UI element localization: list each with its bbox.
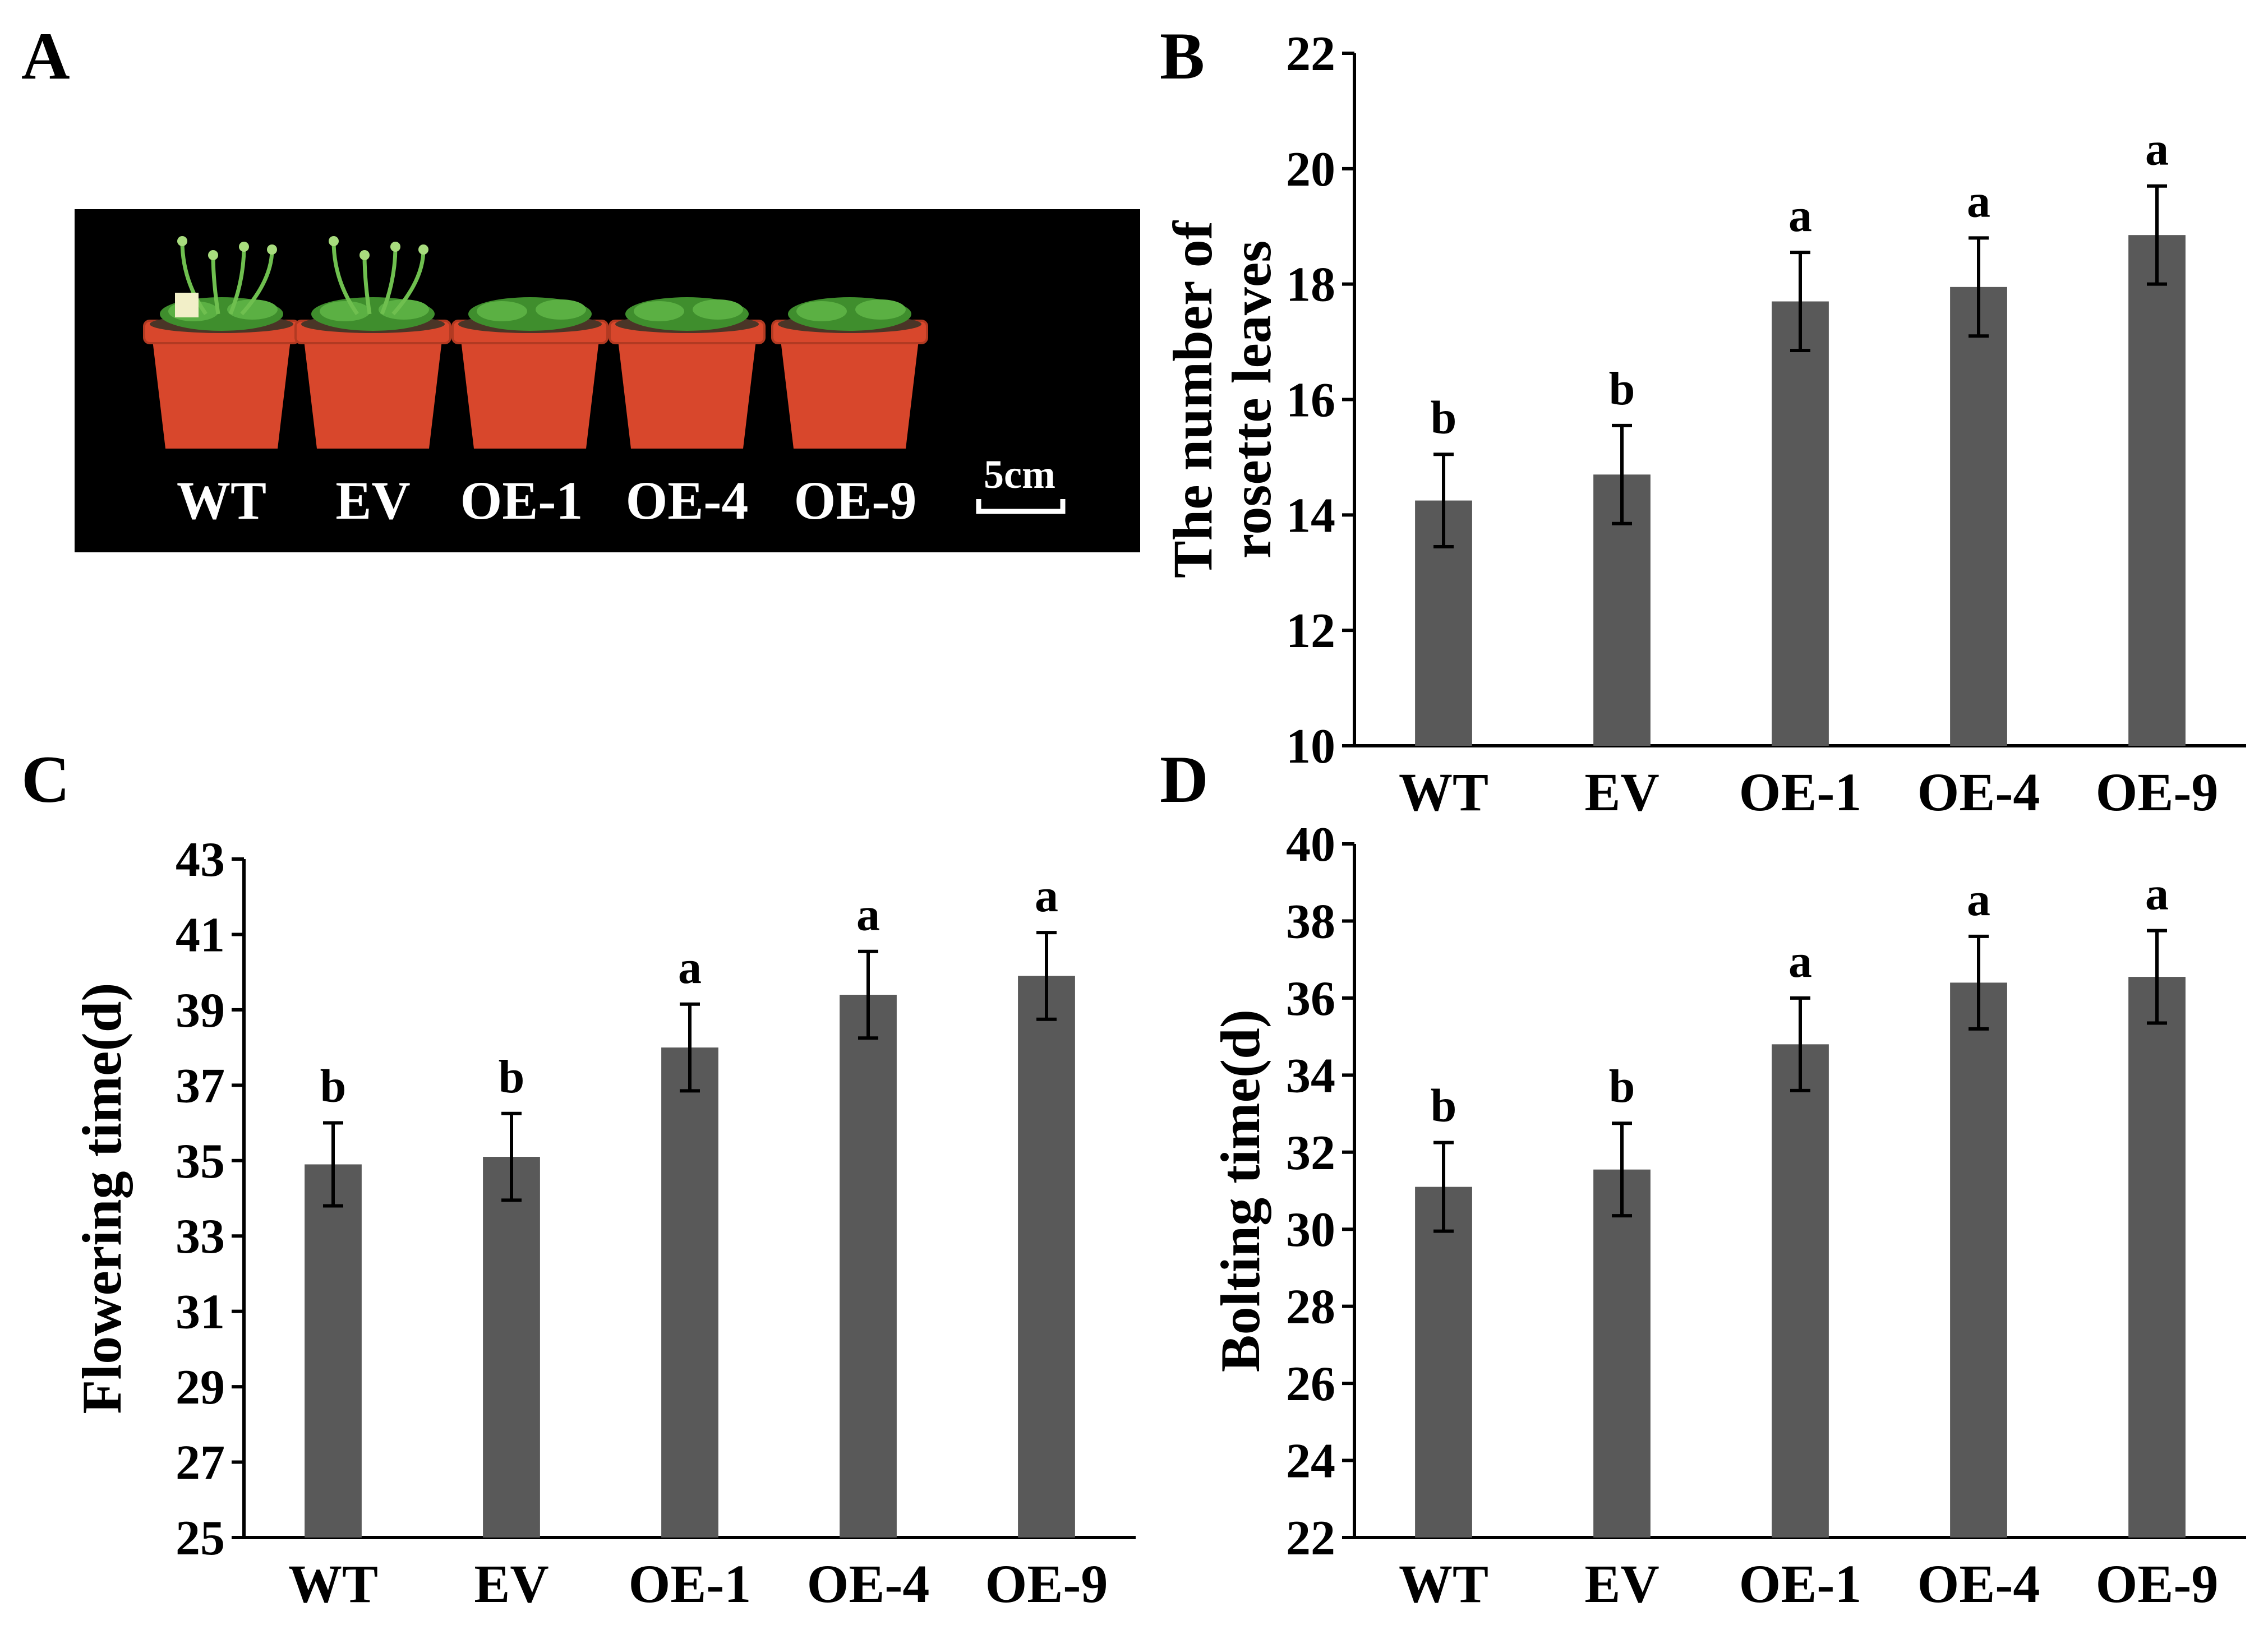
plant-pot bbox=[451, 297, 609, 449]
x-tick-label: OE-1 bbox=[629, 1554, 752, 1614]
panel-label-d: D bbox=[1160, 742, 1209, 816]
bar bbox=[2128, 977, 2186, 1538]
significance-letter: a bbox=[2145, 123, 2169, 176]
y-tick-label: 16 bbox=[1286, 373, 1335, 428]
photo-label-ev: EV bbox=[335, 470, 410, 530]
y-tick-label: 33 bbox=[176, 1210, 225, 1264]
y-tick-label: 18 bbox=[1286, 258, 1335, 312]
significance-letter: b bbox=[1609, 1060, 1635, 1112]
y-tick-label: 14 bbox=[1286, 488, 1335, 543]
significance-letter: a bbox=[1788, 190, 1812, 242]
photo-label-oe4: OE-4 bbox=[626, 470, 749, 530]
y-tick-label: 22 bbox=[1286, 1511, 1335, 1566]
significance-letter: a bbox=[2145, 868, 2169, 920]
y-tick-label: 32 bbox=[1286, 1126, 1335, 1180]
panel-label-a: A bbox=[21, 19, 70, 93]
bar bbox=[1593, 1169, 1651, 1538]
y-axis-label: The number ofrosette leaves bbox=[1161, 220, 1283, 578]
x-tick-label: WT bbox=[288, 1554, 378, 1614]
significance-letter: b bbox=[1431, 1080, 1457, 1132]
significance-letter: a bbox=[1967, 175, 1990, 227]
bar bbox=[1772, 301, 1829, 746]
y-tick-label: 43 bbox=[176, 833, 225, 887]
x-tick-label: OE-1 bbox=[1739, 1554, 1862, 1614]
y-tick-label: 41 bbox=[176, 908, 225, 962]
y-tick-label: 31 bbox=[176, 1285, 225, 1340]
y-tick-label: 35 bbox=[176, 1134, 225, 1189]
bar bbox=[1950, 982, 2007, 1538]
y-tick-label: 24 bbox=[1286, 1434, 1335, 1489]
scale-bar-label: 5cm bbox=[984, 452, 1055, 497]
y-tick-label: 25 bbox=[176, 1511, 225, 1566]
bar bbox=[840, 995, 897, 1538]
significance-letter: b bbox=[1431, 391, 1457, 444]
y-tick-label: 30 bbox=[1286, 1203, 1335, 1257]
bar bbox=[661, 1047, 718, 1538]
y-tick-label: 38 bbox=[1286, 894, 1335, 949]
y-tick-label: 12 bbox=[1286, 604, 1335, 658]
y-tick-label: 39 bbox=[176, 984, 225, 1038]
significance-letter: a bbox=[1967, 874, 1990, 926]
y-tick-label: 40 bbox=[1286, 818, 1335, 872]
x-tick-label: OE-1 bbox=[1739, 762, 1862, 822]
x-tick-label: OE-9 bbox=[2096, 1554, 2219, 1614]
x-tick-label: WT bbox=[1399, 1554, 1488, 1614]
bar bbox=[483, 1157, 540, 1538]
y-tick-label: 36 bbox=[1286, 972, 1335, 1026]
plant-photo: WT EV OE-1 OE-4 OE-9 5cm bbox=[75, 209, 1140, 552]
panel-label-c: C bbox=[21, 742, 70, 816]
plant-pot bbox=[294, 236, 451, 449]
significance-letter: b bbox=[1609, 363, 1635, 415]
bar bbox=[1018, 976, 1075, 1538]
x-tick-label: OE-9 bbox=[985, 1554, 1108, 1614]
y-tick-label: 26 bbox=[1286, 1357, 1335, 1411]
y-tick-label: 34 bbox=[1286, 1049, 1335, 1103]
x-tick-label: OE-9 bbox=[2096, 762, 2219, 822]
bar bbox=[1415, 1187, 1472, 1538]
pot-tag bbox=[175, 293, 199, 317]
y-tick-label: 22 bbox=[1286, 27, 1335, 81]
x-tick-label: OE-4 bbox=[1917, 762, 2040, 822]
significance-letter: b bbox=[499, 1051, 525, 1103]
x-tick-label: OE-4 bbox=[1917, 1554, 2040, 1614]
significance-letter: a bbox=[1035, 870, 1058, 922]
x-tick-label: EV bbox=[1584, 762, 1659, 822]
y-tick-label: 10 bbox=[1286, 719, 1335, 774]
x-tick-label: EV bbox=[1584, 1554, 1659, 1614]
x-tick-label: OE-4 bbox=[807, 1554, 930, 1614]
photo-label-oe1: OE-1 bbox=[460, 470, 583, 530]
x-tick-label: EV bbox=[474, 1554, 548, 1614]
photo-label-wt: WT bbox=[177, 470, 266, 530]
y-tick-label: 28 bbox=[1286, 1280, 1335, 1335]
significance-letter: a bbox=[856, 889, 880, 941]
bar bbox=[1950, 287, 2007, 746]
scale-bar bbox=[976, 499, 1066, 514]
y-tick-label: 27 bbox=[176, 1436, 225, 1490]
chart-flowering-time: 25 27 29 31 33 35 37 39 41 43 b WT b EV a OE-1 a OE-4 a OE-… bbox=[71, 833, 1136, 1614]
chart-rosette-leaves: 10 12 14 16 18 20 22 b WT b EV a OE-1 a OE-4 a OE-9 The n… bbox=[1161, 27, 2246, 822]
y-tick-label: 29 bbox=[176, 1360, 225, 1415]
y-tick-label: 37 bbox=[176, 1059, 225, 1113]
chart-bolting-time: 22 24 26 28 30 32 34 36 38 40 b WT b EV a OE-1 a OE-4 a OE-… bbox=[1209, 818, 2246, 1614]
x-tick-label: WT bbox=[1399, 762, 1488, 822]
significance-letter: b bbox=[320, 1060, 347, 1112]
photo-label-oe9: OE-9 bbox=[794, 470, 917, 530]
bar bbox=[305, 1164, 362, 1538]
y-axis-label: Flowering time(d) bbox=[71, 982, 133, 1414]
bar bbox=[2128, 235, 2186, 746]
bar bbox=[1772, 1044, 1829, 1538]
y-axis-label: Bolting time(d) bbox=[1209, 1009, 1271, 1372]
plant-pot bbox=[609, 297, 766, 449]
plant-pot bbox=[771, 297, 928, 449]
significance-letter: a bbox=[1788, 935, 1812, 987]
significance-letter: a bbox=[678, 941, 702, 994]
y-tick-label: 20 bbox=[1286, 142, 1335, 197]
panel-label-b: B bbox=[1160, 19, 1205, 93]
